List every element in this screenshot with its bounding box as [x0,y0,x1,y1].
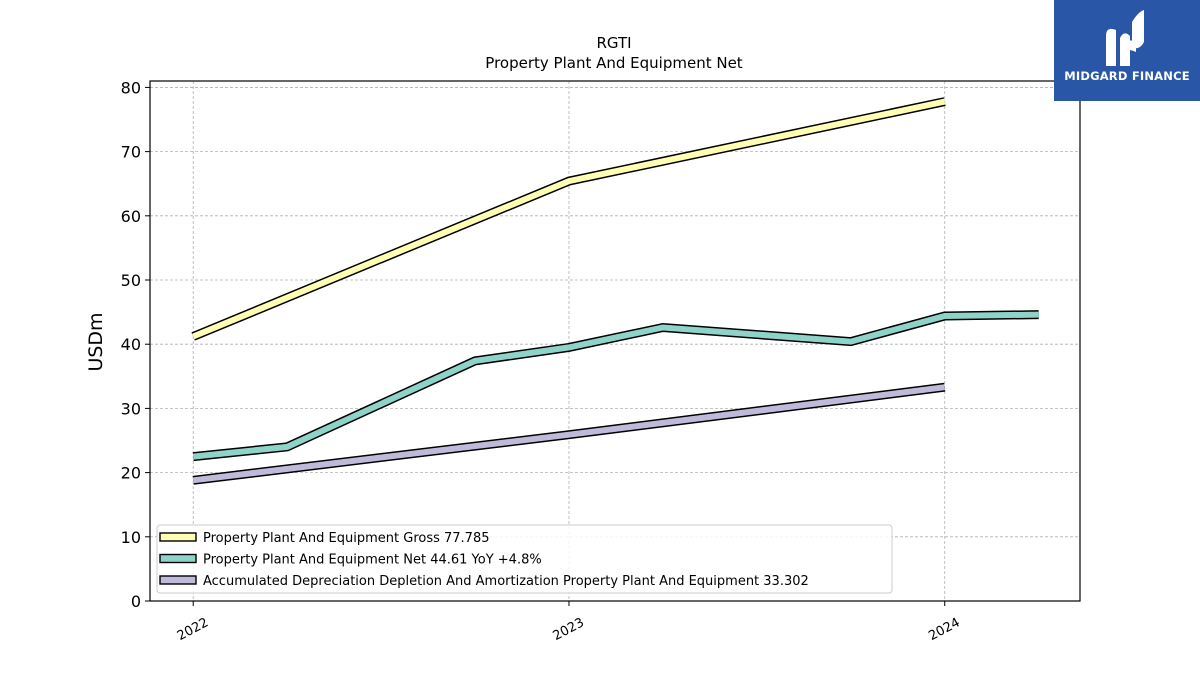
midgard-finance-logo: MIDGARD FINANCE [1054,0,1200,101]
x-tick-label: 2024 [926,615,962,644]
legend-label: Property Plant And Equipment Net 44.61 Y… [203,553,542,568]
x-tick-label: 2022 [175,615,211,644]
y-axis-label: USDm [85,312,107,371]
y-tick-label: 80 [121,78,141,97]
series-2-line [192,310,1039,462]
legend-label: Accumulated Depreciation Depletion And A… [203,574,809,589]
x-tick-label: 2023 [551,615,587,644]
y-tick-label: 30 [121,399,141,418]
y-tick-label: 60 [121,207,141,226]
midgard-logo-icon [1106,10,1144,66]
y-tick-label: 70 [121,143,141,162]
series-line-fill [192,98,946,340]
chart-title: RGTI [596,34,631,52]
legend-swatch [159,575,197,585]
legend-swatch [159,553,197,564]
series-1-line [191,97,946,341]
y-tick-label: 20 [121,464,141,483]
series-3-line [192,382,946,485]
y-tick-label: 50 [121,271,141,290]
legend-swatch [159,532,197,542]
y-tick-label: 40 [121,335,141,354]
logo-text: MIDGARD FINANCE [1064,69,1190,83]
legend-label: Property Plant And Equipment Gross 77.78… [203,531,490,546]
plot-frame [149,80,1081,602]
y-tick-label: 0 [131,592,141,611]
chart-subtitle: Property Plant And Equipment Net [485,54,742,72]
series-lines [191,97,1039,485]
series-line-fill [192,384,946,484]
legend-box [156,524,893,594]
legend: Property Plant And Equipment Gross 77.78… [156,524,893,594]
y-tick-label: 10 [121,528,141,547]
series-line-fill [192,311,1039,460]
